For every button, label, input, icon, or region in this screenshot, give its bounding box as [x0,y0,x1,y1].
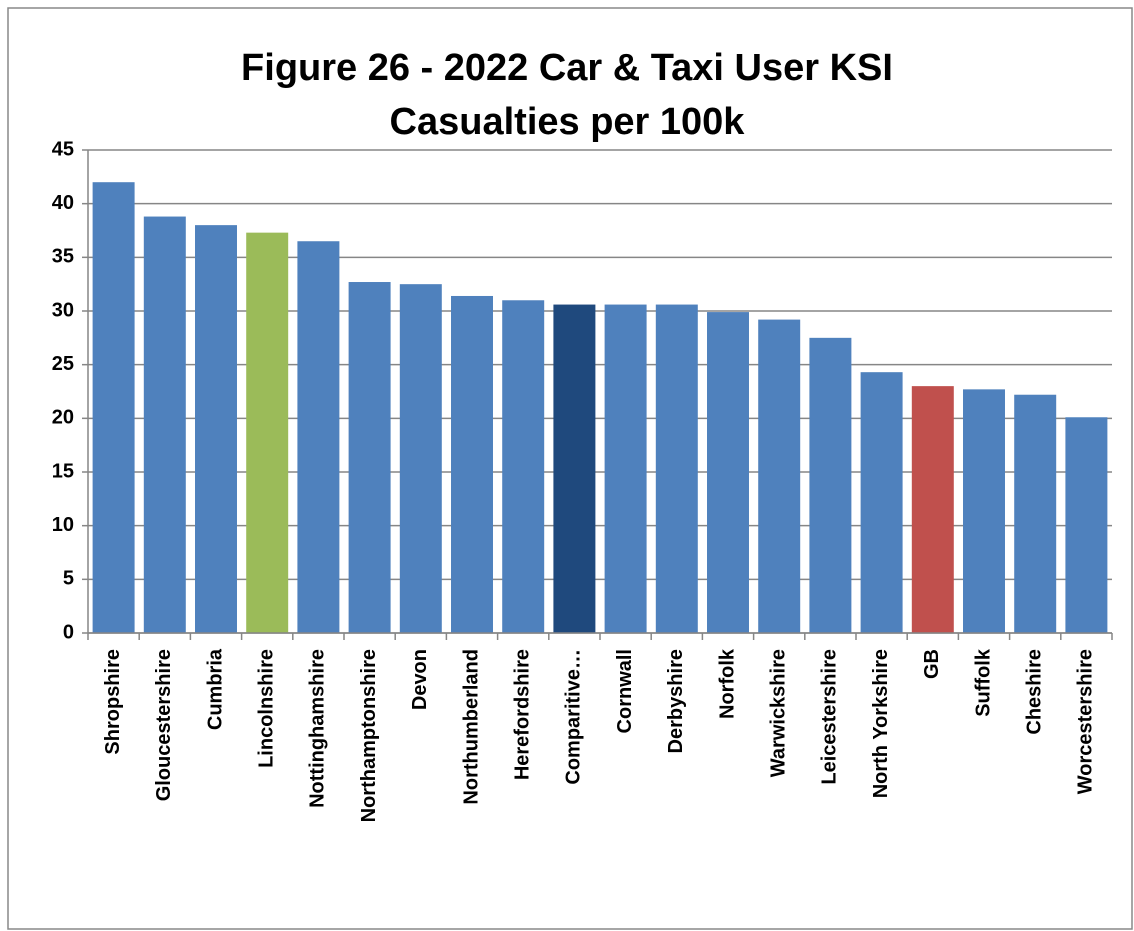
bar [809,337,852,633]
x-tick-label: Nottinghamshire [307,649,329,808]
bar [1014,394,1057,633]
bar [143,216,186,633]
x-tick-label: Worcestershire [1075,649,1097,794]
y-tick-label: 35 [52,246,74,268]
bar [451,295,493,633]
x-tick-label: North Yorkshire [870,649,892,798]
y-tick-label: 10 [52,514,74,536]
bar [604,304,647,633]
y-tick-label: 25 [52,353,74,375]
x-tick-label: Northumberland [460,649,482,805]
y-tick-label: 20 [52,407,74,429]
x-tick-label: Norfolk [716,648,738,719]
y-tick-label: 0 [63,621,74,643]
x-tick-label: Derbyshire [665,649,687,754]
x-tick-label: Gloucestershire [153,649,175,801]
bar [399,284,442,633]
x-tick-label: Cheshire [1023,649,1045,735]
x-tick-label: Comparitive… [563,649,585,785]
x-tick-label: Shropshire [102,649,124,755]
x-tick-label: Leicestershire [819,649,841,785]
bar [348,282,391,633]
x-tick-label: GB [921,649,943,679]
y-tick-label: 45 [52,138,74,160]
bar [195,225,237,633]
bar [963,389,1005,633]
bar [758,319,801,633]
bar [246,232,289,633]
x-tick-label: Warwickshire [767,649,789,777]
bar [911,386,954,633]
x-tick-label: Cumbria [204,648,226,730]
chart-title: Figure 26 - 2022 Car & Taxi User KSI [241,47,893,89]
y-tick-label: 40 [52,192,74,214]
y-tick-label: 30 [52,299,74,321]
x-tick-label: Suffolk [972,648,994,717]
x-tick-label: Herefordshire [511,649,533,780]
x-tick-label: Lincolnshire [255,649,277,768]
bar [92,182,135,633]
bar [860,372,903,633]
y-tick-label: 5 [63,568,74,590]
bar [502,300,545,633]
bar [553,304,596,633]
chart-title: Casualties per 100k [390,101,746,143]
x-tick-label: Cornwall [614,649,636,733]
x-tick-label: Northamptonshire [358,649,380,822]
bar [655,304,698,633]
bar [297,241,340,633]
y-tick-label: 15 [52,460,74,482]
x-tick-label: Devon [409,649,431,710]
bar [707,312,749,633]
bar [1065,417,1108,633]
